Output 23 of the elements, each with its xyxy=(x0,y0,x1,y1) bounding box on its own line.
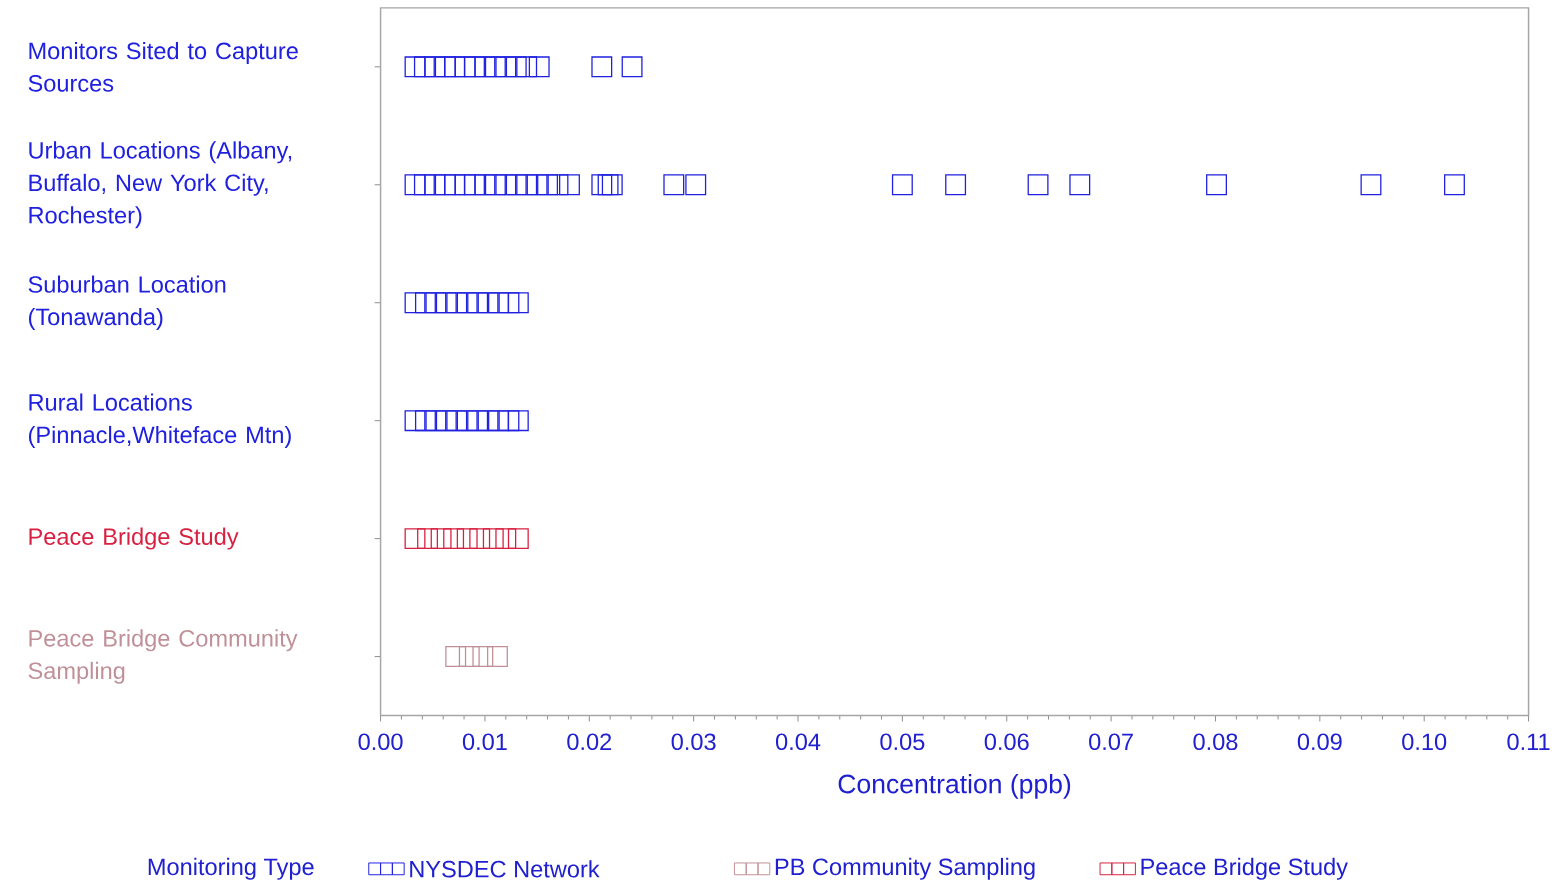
x-tick-label: 0.07 xyxy=(1089,733,1133,751)
y-tick-label: Monitors Sited to Capture Sources xyxy=(28,42,298,92)
x-tick-label: 0.11 xyxy=(1507,733,1550,751)
x-tick-label: 0.06 xyxy=(984,733,1029,751)
x-tick-label: 0.04 xyxy=(775,733,821,751)
y-tick-label: Peace Bridge Study xyxy=(29,527,239,550)
x-tick-label: 0.00 xyxy=(358,733,403,751)
x-tick-label: 0.05 xyxy=(880,733,925,751)
x-tick-label: 0.01 xyxy=(462,733,507,751)
x-tick-label: 0.03 xyxy=(671,733,716,751)
y-tick-label: Rural Locations (Pinnacle,Whiteface Mtn) xyxy=(28,393,291,449)
legend-label: Peace Bridge Study xyxy=(1141,858,1348,881)
x-tick-label: 0.10 xyxy=(1402,733,1447,751)
y-tick-label: Peace Bridge Community Sampling xyxy=(28,629,298,684)
legend-label: NYSDEC Network xyxy=(410,860,600,878)
x-tick-label: 0.09 xyxy=(1297,733,1342,751)
y-tick-label: Suburban Location (Tonawanda) xyxy=(28,275,226,331)
x-axis-title: Concentration (ppb) xyxy=(838,774,1071,799)
y-tick-label: Urban Locations (Albany, Buffalo, New York City, Rochester) xyxy=(29,141,292,229)
legend-label: PB Community Sampling xyxy=(775,858,1035,881)
legend-title: Monitoring Type xyxy=(148,858,314,881)
x-tick-label: 0.02 xyxy=(567,733,612,751)
x-tick-label: 0.08 xyxy=(1193,733,1238,751)
